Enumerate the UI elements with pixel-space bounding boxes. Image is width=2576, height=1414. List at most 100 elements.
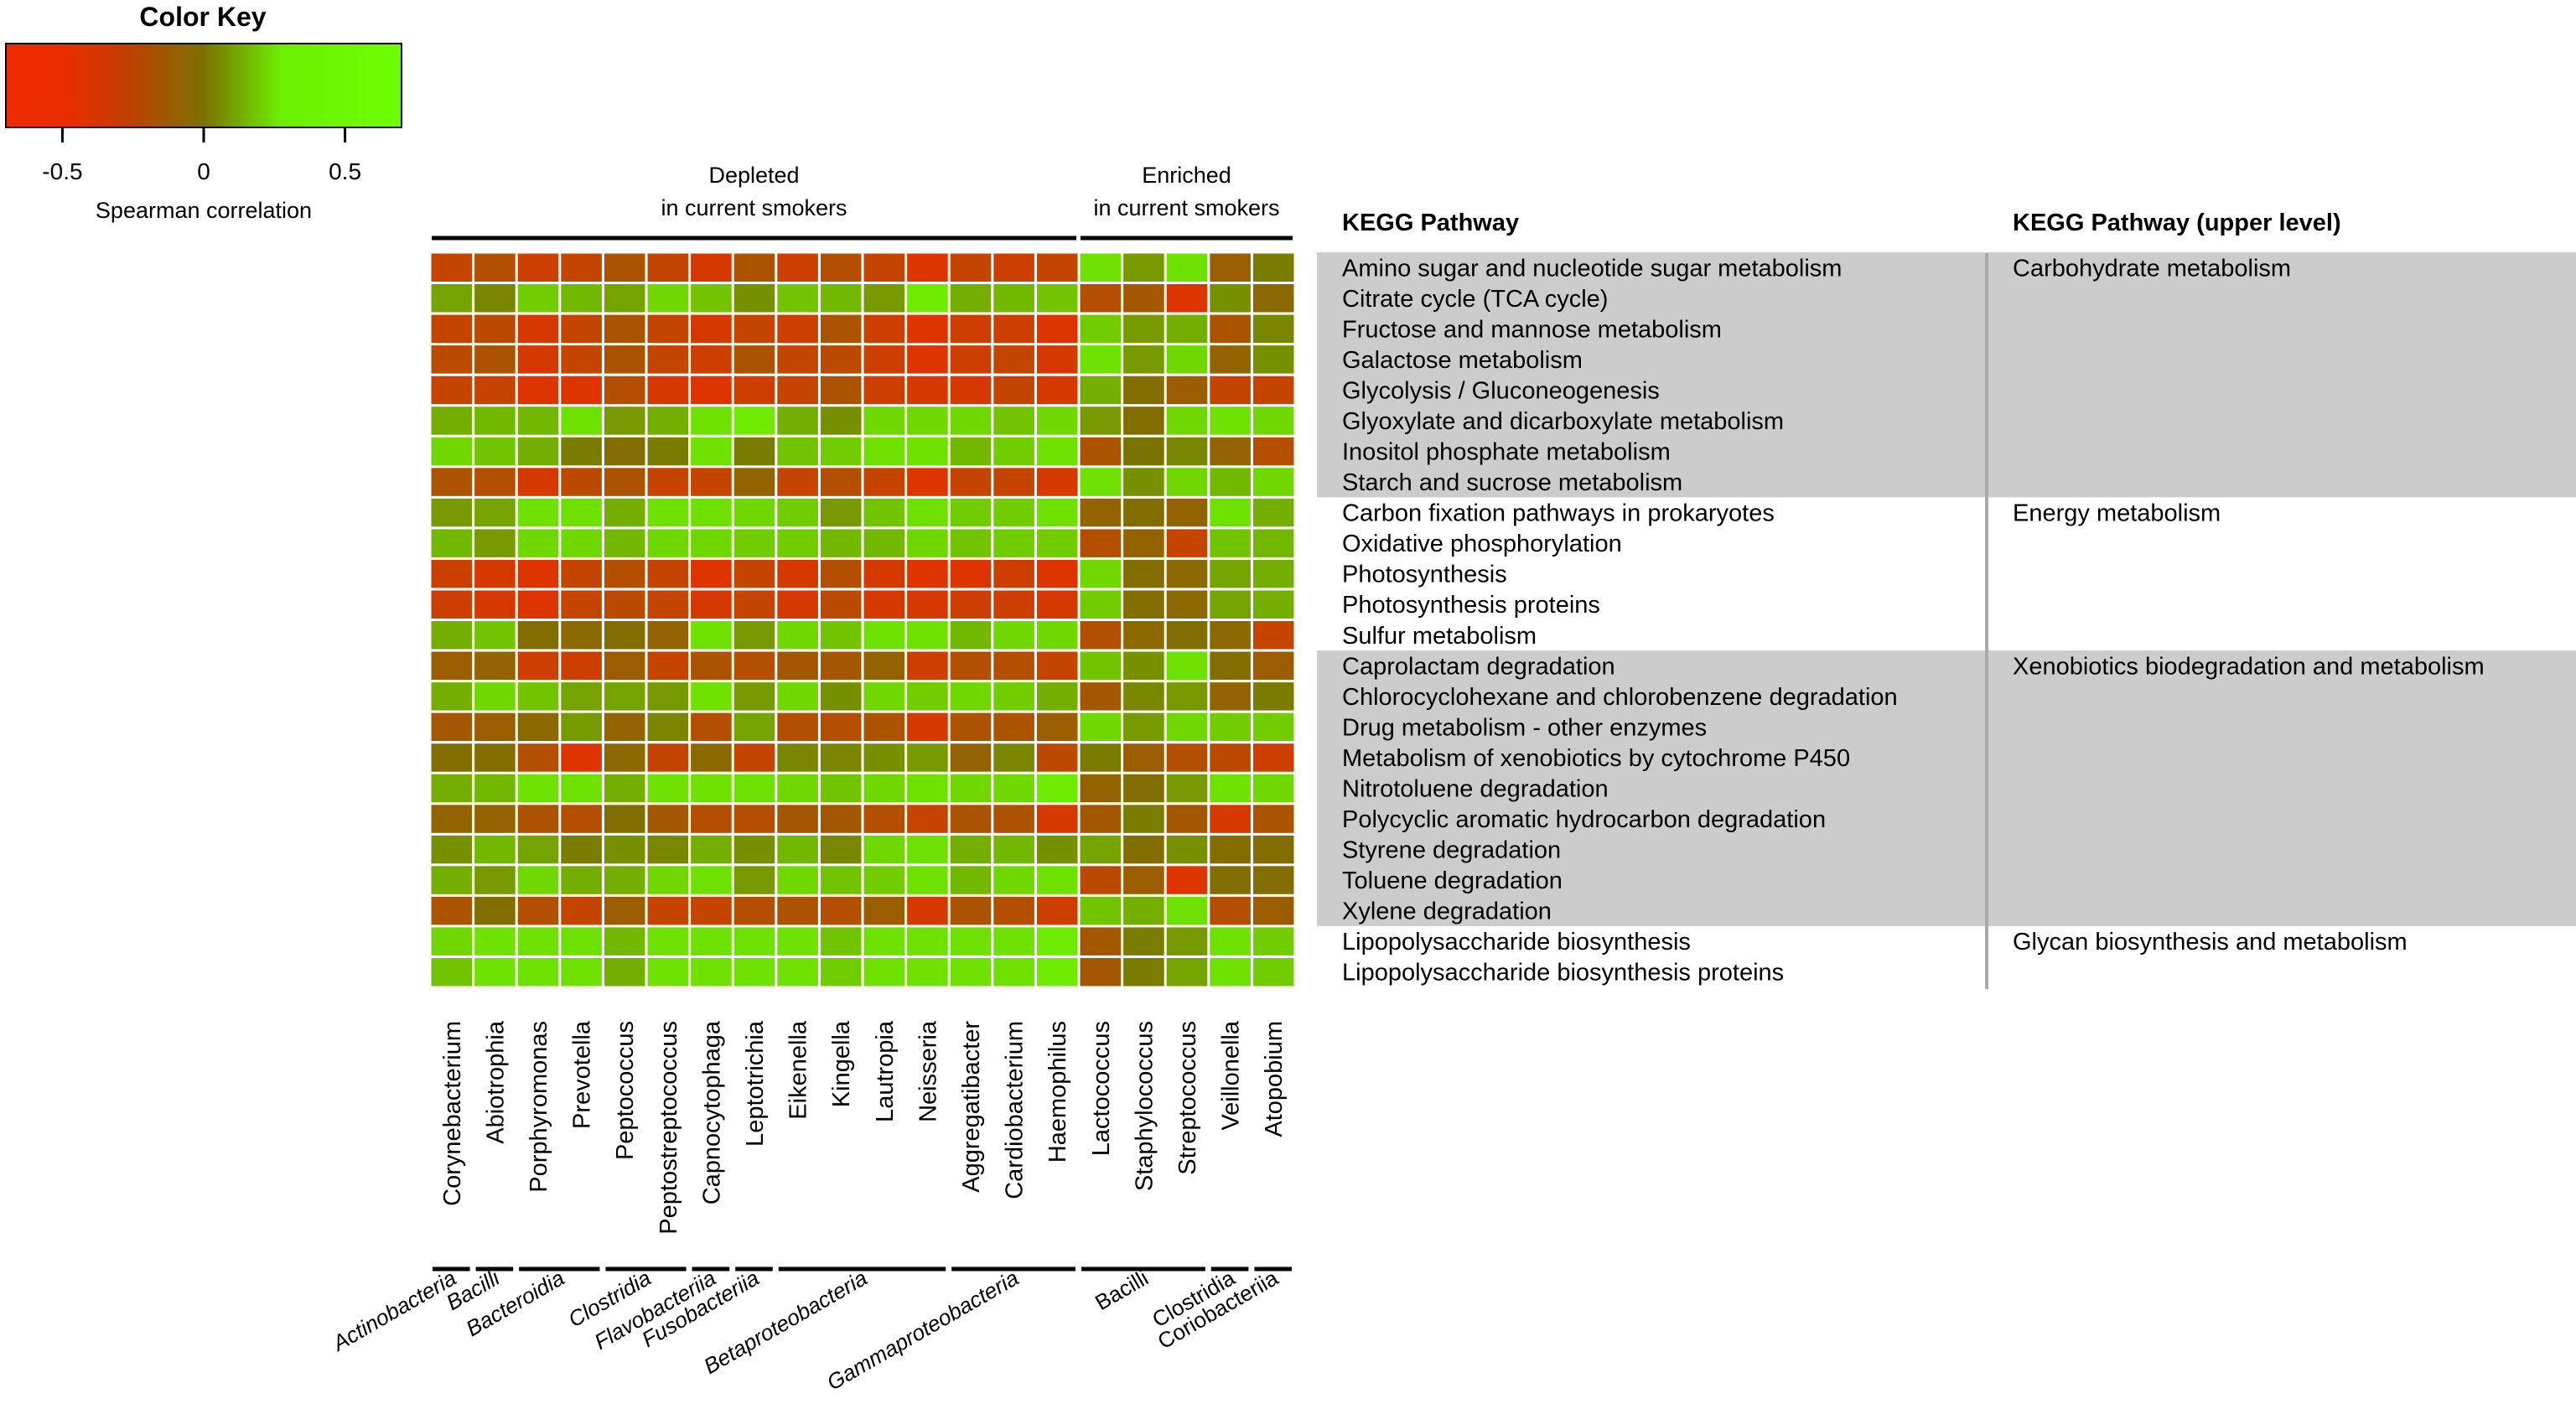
heatmap-cell [907,927,948,956]
heatmap-cell [950,927,992,956]
heatmap-cell [691,927,732,956]
kegg-pathway-row: Galactose metabolism [1342,347,1583,374]
heatmap-cell [1210,712,1251,742]
column-label: Abiotrophia [482,1020,509,1144]
heatmap-cell [517,284,559,313]
heatmap-cell [907,407,948,435]
heatmap-cell [1166,866,1208,894]
heatmap-cell [1210,559,1251,588]
heatmap-cell [431,927,473,956]
heatmap-cell [777,253,818,282]
heatmap-cell [733,345,775,374]
heatmap-cell [863,345,905,374]
heatmap-cell [907,805,948,833]
heatmap-cell [777,590,818,619]
heatmap-cell [1036,712,1078,742]
kegg-pathway-row: Citrate cycle (TCA cycle) [1342,286,1608,313]
heatmap-cell [1166,529,1208,557]
heatmap-cell [431,958,473,987]
heatmap-cell [474,712,516,742]
heatmap-cell [1123,621,1164,650]
heatmap-cell [691,774,732,803]
heatmap-cell [431,590,473,619]
heatmap-cell [561,682,602,711]
heatmap-cell [993,253,1034,282]
heatmap-cell [907,835,948,864]
heatmap-cell [604,835,645,864]
heatmap-cell [1210,253,1251,282]
heatmap-cell [1210,468,1251,496]
heatmap-cell [691,621,732,650]
heatmap-cell [517,682,559,711]
heatmap-cell [733,314,775,344]
heatmap-cell [1036,407,1078,435]
heatmap-cell [907,590,948,619]
heatmap-cell [474,958,516,987]
heatmap-cell [1166,682,1208,711]
heatmap-cell [777,529,818,557]
heatmap-cell [517,835,559,864]
heatmap-cell [517,805,559,833]
heatmap-cell [647,590,689,619]
heatmap-cell [561,743,602,772]
heatmap-cell [733,835,775,864]
heatmap-cell [1166,468,1208,496]
heatmap-cell [777,376,818,405]
heatmap-cell [733,712,775,742]
heatmap-cell [950,682,992,711]
column-label: Prevotella [569,1020,596,1129]
heatmap-cell [1166,253,1208,282]
heatmap-cell [1036,866,1078,894]
heatmap-cell [777,407,818,435]
heatmap-cell [907,376,948,405]
heatmap-cell [647,314,689,344]
heatmap-cell [1166,805,1208,833]
heatmap-cell [431,651,473,680]
heatmap-cell [604,559,645,588]
heatmap-cell [1080,498,1122,527]
heatmap-cell [691,468,732,496]
heatmap-cell [863,468,905,496]
heatmap-cell [1036,805,1078,833]
heatmap-cell [950,958,992,987]
heatmap-cell [561,284,602,313]
heatmap-cell [1080,805,1122,833]
heatmap-cell [691,559,732,588]
heatmap-cell [1123,590,1164,619]
heatmap-cell [1123,866,1164,894]
heatmap-cell [647,866,689,894]
heatmap-cell [820,712,862,742]
heatmap-cell [1123,498,1164,527]
heatmap-cell [1252,712,1294,742]
heatmap-cell [1252,345,1294,374]
heatmap-cell [1036,529,1078,557]
heatmap-cell [820,835,862,864]
heatmap-cell [950,529,992,557]
heatmap-cell [1036,345,1078,374]
kegg-pathway-row: Photosynthesis [1342,562,1507,588]
heatmap-cell [474,621,516,650]
kegg-pathway-row: Metabolism of xenobiotics by cytochrome … [1342,745,1850,772]
heatmap-cell [647,498,689,527]
heatmap-cell [907,284,948,313]
heatmap-cell [733,253,775,282]
heatmap-cell [604,958,645,987]
heatmap-cell [604,805,645,833]
heatmap-cell [777,682,818,711]
heatmap-cell [517,559,559,588]
column-label: Haemophilus [1044,1021,1071,1163]
heatmap-cell [950,345,992,374]
heatmap-cell [1210,651,1251,680]
heatmap-cell [1166,743,1208,772]
heatmap-cell [647,284,689,313]
heatmap-cell [993,437,1034,466]
heatmap-cell [820,774,862,803]
heatmap-cell [561,651,602,680]
heatmap-cell [993,376,1034,405]
heatmap-cell [431,437,473,466]
heatmap-cell [1080,866,1122,894]
heatmap-cell [691,376,732,405]
heatmap-cell [431,529,473,557]
column-label: Cardiobacterium [1002,1021,1029,1199]
heatmap-cell [950,590,992,619]
